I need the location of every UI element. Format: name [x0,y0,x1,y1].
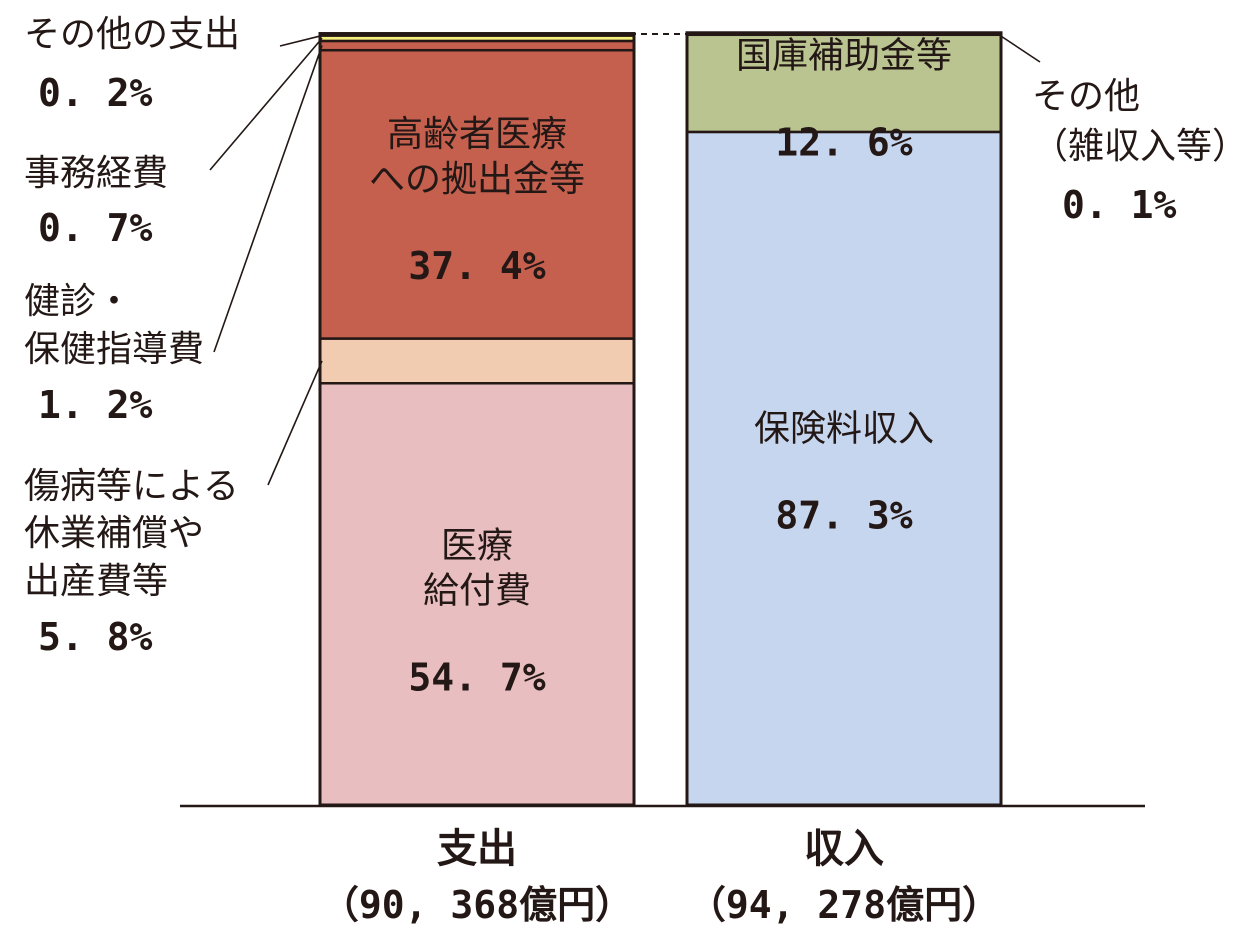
outside-label-expenditure-3: 健診・ [24,281,132,322]
outside-label-expenditure-3: 保健指導費 [24,329,204,370]
segment-value-income-0: 87. 3% [775,494,912,538]
segment-label-expenditure-0: 給付費 [423,571,531,612]
outside-label-expenditure-1: 傷病等による [24,466,239,507]
category-label-0: 支出 [437,826,517,872]
bar-income-segment-1 [685,33,1003,134]
bar-expenditure-frame [318,32,636,807]
bar-expenditure-segment-1 [318,337,636,385]
leader-line-expenditure-1 [267,360,323,486]
bar-expenditure-segment-0 [318,382,636,807]
bar-expenditure-segment-2 [318,48,636,340]
category-label-1: 収入 [804,826,884,872]
outside-label-income-2: その他 [1032,76,1140,117]
segment-value-expenditure-0: 54. 7% [408,656,545,700]
segment-value-income-1: 12. 6% [775,120,912,164]
category-total-0: （90, 368億円） [321,883,633,927]
segment-label-expenditure-2: への拠出金等 [369,159,585,200]
outside-label-expenditure-1: 休業補償や [24,513,204,554]
outside-value-expenditure-1: 5. 8% [38,615,153,659]
outside-label-income-2: （雑収入等） [1032,126,1248,167]
outside-value-expenditure-3: 1. 2% [38,383,153,427]
category-total-1: （94, 278億円） [688,883,1000,927]
leader-line-expenditure-4 [209,37,323,171]
outside-label-expenditure-5: その他の支出 [24,14,240,55]
outside-value-income-2: 0. 1% [1062,183,1177,227]
outside-value-expenditure-4: 0. 7% [38,206,153,250]
outside-label-expenditure-1: 出産費等 [24,561,168,602]
segment-value-expenditure-2: 37. 4% [408,244,545,288]
leader-line-income-2 [998,34,1041,63]
leader-line-expenditure-5 [279,34,323,47]
segment-label-income-1: 国庫補助金等 [736,35,952,76]
segment-label-expenditure-2: 高齢者医療 [387,114,567,155]
segment-label-expenditure-0: 医療 [441,526,513,567]
outside-label-expenditure-4: 事務経費 [24,153,168,194]
outside-value-expenditure-5: 0. 2% [38,71,153,115]
bar-income-segment-0 [685,130,1003,807]
bar-income-frame [685,31,1003,807]
bar-expenditure-segment-3 [318,39,636,52]
leader-line-expenditure-3 [213,45,323,353]
segment-label-income-0: 保険料収入 [754,409,934,450]
